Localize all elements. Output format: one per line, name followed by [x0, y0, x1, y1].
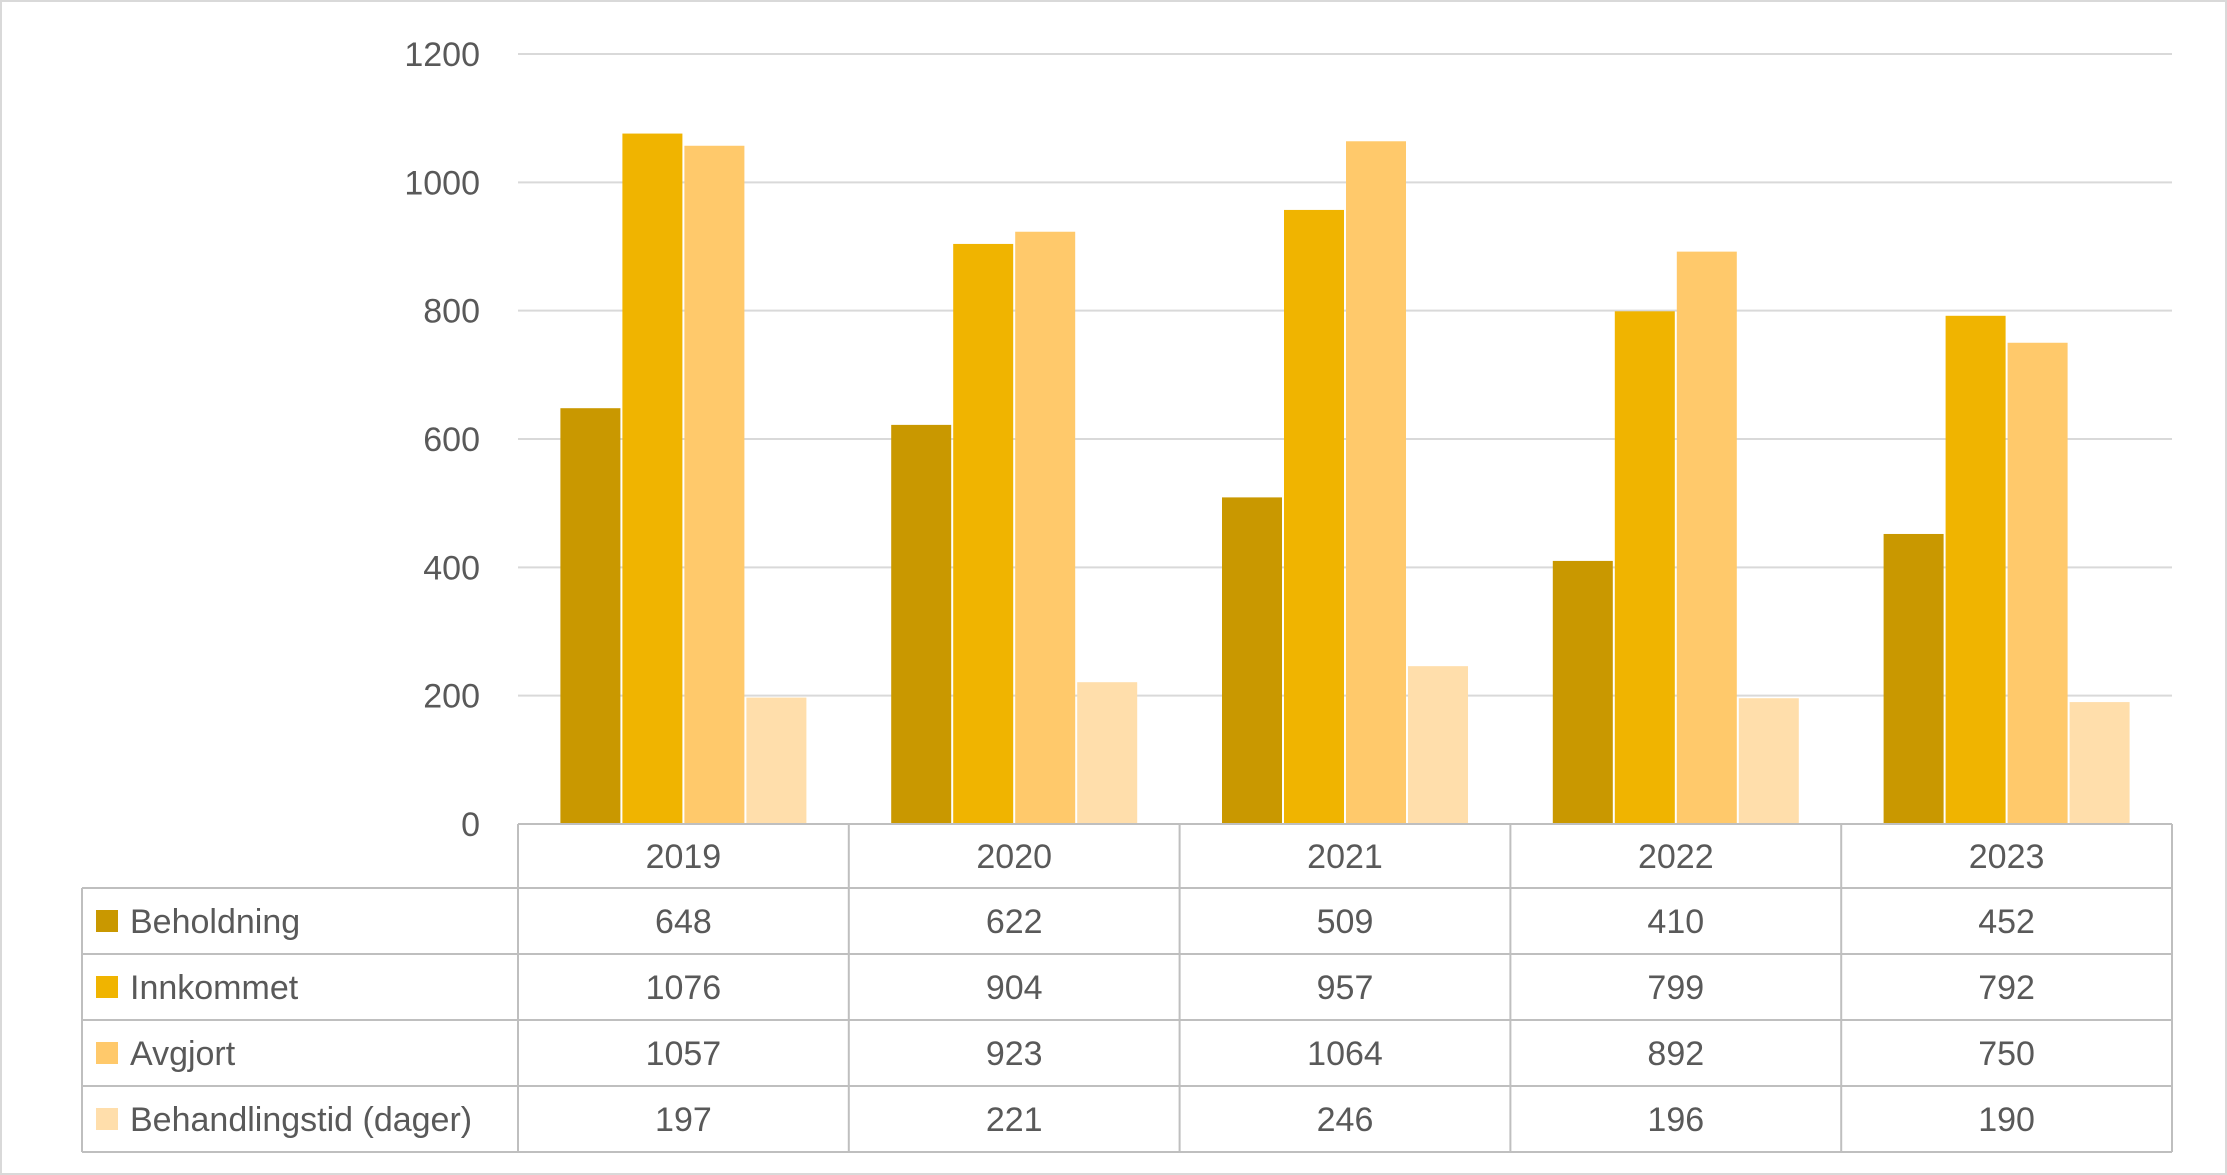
- data-label: 904: [986, 969, 1043, 1007]
- data-label: 221: [986, 1101, 1043, 1139]
- data-label: 509: [1317, 903, 1374, 941]
- bar: [560, 408, 621, 824]
- bar: [1408, 666, 1468, 824]
- bar: [953, 243, 1014, 824]
- x-tick-label: 2019: [646, 838, 722, 876]
- x-tick-label: 2021: [1307, 838, 1383, 876]
- data-label: 1064: [1307, 1035, 1383, 1073]
- data-label: 750: [1978, 1035, 2035, 1073]
- data-label: 799: [1647, 969, 1704, 1007]
- bar: [1738, 698, 1799, 824]
- data-label: 196: [1647, 1101, 1704, 1139]
- legend-label: Avgjort: [130, 1035, 236, 1073]
- legend-label: Behandlingstid (dager): [130, 1101, 472, 1139]
- data-label: 452: [1978, 903, 2035, 941]
- bar: [2007, 342, 2068, 824]
- bar: [1945, 315, 2006, 824]
- x-tick-label: 2022: [1638, 838, 1714, 876]
- x-tick-label: 2023: [1969, 838, 2045, 876]
- legend-label: Beholdning: [130, 903, 300, 941]
- data-label: 792: [1978, 969, 2035, 1007]
- data-label: 923: [986, 1035, 1043, 1073]
- legend-swatch: [96, 1108, 118, 1130]
- data-label: 190: [1978, 1101, 2035, 1139]
- legend-label: Innkommet: [130, 969, 299, 1007]
- bar: [1676, 251, 1737, 825]
- bar: [891, 424, 952, 824]
- data-label: 1076: [646, 969, 722, 1007]
- bar: [1614, 311, 1675, 824]
- data-label: 246: [1317, 1101, 1374, 1139]
- y-tick-label: 1200: [404, 36, 480, 74]
- data-label: 622: [986, 903, 1043, 941]
- bar: [684, 145, 745, 825]
- data-label: 1057: [646, 1035, 722, 1073]
- data-label: 197: [655, 1101, 712, 1139]
- data-label: 410: [1647, 903, 1704, 941]
- y-tick-label: 800: [423, 293, 480, 331]
- y-tick-label: 0: [461, 806, 480, 844]
- data-label: 957: [1317, 969, 1374, 1007]
- bar: [1015, 231, 1076, 824]
- y-tick-label: 600: [423, 421, 480, 459]
- y-tick-label: 200: [423, 678, 480, 716]
- bar: [1284, 209, 1344, 825]
- bar: [2069, 702, 2130, 824]
- y-tick-label: 400: [423, 549, 480, 587]
- data-label: 648: [655, 903, 712, 941]
- bar: [1552, 560, 1613, 824]
- y-tick-label: 1000: [404, 164, 480, 202]
- x-tick-label: 2020: [976, 838, 1052, 876]
- bar: [622, 133, 683, 825]
- bar: [1883, 533, 1944, 824]
- legend-swatch: [96, 910, 118, 932]
- legend-swatch: [96, 1042, 118, 1064]
- bar: [1077, 682, 1138, 824]
- legend-swatch: [96, 976, 118, 998]
- bar: [746, 697, 807, 824]
- bar: [1222, 497, 1282, 824]
- bar: [1346, 141, 1406, 824]
- data-label: 892: [1647, 1035, 1704, 1073]
